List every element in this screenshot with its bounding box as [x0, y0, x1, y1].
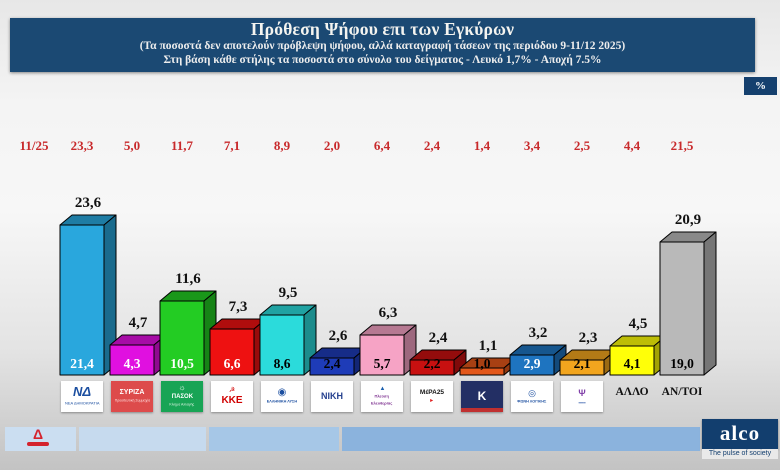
- current-value-label: 9,5: [278, 285, 298, 301]
- logo-text: Προοδευτική Συμμαχία: [114, 398, 150, 402]
- sample-base-value-label: 2,1: [573, 356, 591, 371]
- alpha-pill-icon: [27, 442, 49, 446]
- prev-value: 1,4: [473, 138, 491, 153]
- footer-segment-3: [209, 427, 339, 451]
- logo-text: ΦΩΝΗ ΛΟΓΙΚΗΣ: [517, 399, 547, 404]
- category-label: ΑΛΛΟ: [615, 386, 649, 398]
- party-logo-9: Κ: [461, 381, 503, 412]
- current-value-label: 6,3: [378, 305, 398, 321]
- current-value-label: 11,6: [175, 271, 201, 287]
- prev-value: 3,4: [523, 138, 541, 153]
- party-logo-1: ΝΔ ΝΕΑ ΔΗΜΟΚΡΑΤΙΑ: [61, 381, 103, 412]
- bar-3d-ΠΑΣΟΚ: [159, 290, 217, 376]
- sample-base-value-label: 2,4: [323, 356, 341, 371]
- logo-text: Ελευθερίας: [371, 402, 393, 407]
- prev-value: 7,1: [223, 138, 241, 153]
- logo-text: ΝΙΚΗ: [321, 391, 343, 402]
- prev-value: 2,0: [323, 138, 341, 153]
- current-value-label: 4,7: [128, 315, 148, 331]
- logo-text: ΠΑΣΟΚ: [171, 393, 193, 400]
- prev-value: 8,9: [273, 138, 291, 153]
- logo-text: Κ: [477, 388, 487, 403]
- current-value-label: 2,6: [328, 328, 348, 344]
- current-value-label: 20,9: [674, 212, 702, 228]
- current-value-label: 23,6: [74, 195, 102, 211]
- bar-3d-ΠΛΕΥΣΗ ΕΛΕΥΘΕΡΙΑΣ: [359, 324, 417, 376]
- party-logo-5: ◉ ΕΛΛΗΝΙΚΗ ΛΥΣΗ: [261, 381, 303, 412]
- current-value-label: 2,4: [428, 330, 448, 346]
- logo-text: Κίνημα Αλλαγής: [169, 402, 195, 407]
- logo-text: ◎: [528, 387, 536, 398]
- sample-base-value-label: 5,7: [373, 356, 391, 371]
- sample-base-value-label: 2,9: [523, 356, 541, 371]
- party-logo-7: ▲ Πλεύση Ελευθερίας: [361, 381, 403, 412]
- percent-badge: %: [744, 77, 777, 95]
- bar-3d-ΑΝ/ΤΟΙ: [659, 231, 717, 376]
- current-value-label: 1,1: [478, 338, 498, 354]
- header-subtitle-2: Στη βάση κάθε στήλης τα ποσοστά στο σύνο…: [163, 53, 602, 66]
- sample-base-value-label: 4,3: [123, 356, 141, 371]
- logo-text: ΝΕΑ ΔΗΜΟΚΡΑΤΙΑ: [64, 401, 100, 406]
- sample-base-value-label: 21,4: [70, 356, 94, 371]
- prev-value: 11,7: [170, 138, 194, 153]
- alpha-glyph-icon: Δ: [32, 426, 44, 442]
- sample-base-value-label: 8,6: [273, 356, 291, 371]
- bar-3d-ΝΙΚΗ: [309, 347, 367, 376]
- party-logo-10: ◎ ΦΩΝΗ ΛΟΓΙΚΗΣ: [511, 381, 553, 412]
- logo-text: ▂▂▂: [578, 399, 586, 403]
- prev-value: 6,4: [373, 138, 391, 153]
- current-value-label: 2,3: [578, 330, 598, 346]
- logo-text: ΜέΡΑ25: [419, 388, 445, 396]
- current-value-label: 4,5: [628, 316, 648, 332]
- prev-value: 4,4: [623, 138, 641, 153]
- footer-segment-2: [79, 427, 206, 451]
- logo-text: Ψ: [578, 387, 586, 398]
- logo-text: ◉: [277, 386, 287, 398]
- prev-value: 2,5: [573, 138, 591, 153]
- sample-base-value-label: 6,6: [223, 356, 241, 371]
- sample-base-value-label: 10,5: [170, 356, 194, 371]
- logo-text: ▶: [430, 398, 434, 403]
- party-logo-4: ☭ ΚΚΕ: [211, 381, 253, 412]
- party-logo-8: ΜέΡΑ25 ▶: [411, 381, 453, 412]
- prev-value: 21,5: [670, 138, 694, 153]
- logo-text: Πλεύση: [374, 394, 390, 399]
- prev-value: 23,3: [70, 138, 94, 153]
- logo-text: ▲: [379, 385, 385, 392]
- alco-logo: alco: [702, 419, 778, 449]
- prev-value: 2,4: [423, 138, 441, 153]
- footer-segment-4: [342, 427, 700, 451]
- footer-segment-1: [5, 427, 76, 451]
- current-value-label: 7,3: [228, 299, 248, 315]
- sample-base-value-label: 2,2: [423, 356, 441, 371]
- header-banner: Πρόθεση Ψήφου επι των Εγκύρων (Τα ποσοστ…: [10, 18, 755, 72]
- bar-3d-ΜέΡΑ25: [409, 349, 467, 376]
- bar-3d-ΝΔ: [59, 214, 117, 376]
- logo-text: ΚΚΕ: [221, 394, 243, 406]
- logo-text: ΝΔ: [72, 384, 92, 400]
- alco-wordmark: alco: [719, 421, 761, 445]
- bar-3d-ΕΛΛΗΝΙΚΗ ΛΥΣΗ: [259, 304, 317, 376]
- logo-accent-bar: [461, 408, 503, 412]
- logo-text: ΣΥΡΙΖΑ: [119, 388, 145, 396]
- header-subtitle-1: (Τα ποσοστά δεν αποτελούν πρόβλεψη ψήφου…: [139, 40, 626, 52]
- logo-text: ☼: [178, 383, 186, 393]
- prev-value: 5,0: [123, 138, 141, 153]
- sample-base-value-label: 4,1: [623, 356, 641, 371]
- page-title: Πρόθεση Ψήφου επι των Εγκύρων: [250, 19, 515, 39]
- party-logo-11: Ψ ▂▂▂: [561, 381, 603, 412]
- alpha-tv-logo: Δ: [27, 426, 49, 446]
- logo-text: ΕΛΛΗΝΙΚΗ ΛΥΣΗ: [266, 399, 298, 404]
- alco-tagline: The pulse of society: [702, 449, 778, 459]
- sample-base-value-label: 19,0: [670, 356, 694, 371]
- party-logo-6: ΝΙΚΗ: [311, 381, 353, 412]
- party-logo-3: ☼ ΠΑΣΟΚ Κίνημα Αλλαγής: [161, 381, 203, 412]
- current-value-label: 3,2: [528, 325, 548, 341]
- sample-base-value-label: 1,0: [473, 356, 491, 371]
- previous-wave-label: 11/25: [19, 138, 49, 153]
- logo-text: ☭: [228, 386, 236, 394]
- category-label: ΑΝ/ΤΟΙ: [661, 386, 703, 398]
- party-logo-2: ΣΥΡΙΖΑ Προοδευτική Συμμαχία: [111, 381, 153, 412]
